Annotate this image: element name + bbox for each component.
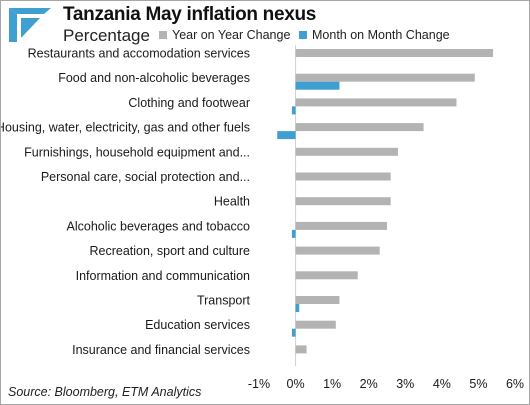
source-note: Source: Bloomberg, ETM Analytics bbox=[8, 385, 202, 399]
bar-year-on-year bbox=[295, 246, 380, 255]
category-label: Education services bbox=[145, 318, 250, 332]
category-label: Insurance and financial services bbox=[72, 343, 250, 357]
category-label: Transport bbox=[197, 294, 251, 308]
legend-swatch-month-on-month bbox=[299, 31, 307, 39]
x-tick-label: 5% bbox=[469, 377, 487, 391]
bar-year-on-year bbox=[295, 197, 391, 206]
legend-item-year-on-year: Year on Year Change bbox=[159, 28, 290, 42]
chart-title: Tanzania May inflation nexus bbox=[63, 4, 317, 25]
bar-month-on-month bbox=[295, 81, 340, 90]
x-tick-label: 1% bbox=[323, 377, 341, 391]
x-tick-label: 2% bbox=[360, 377, 378, 391]
category-label: Restaurants and accomodation services bbox=[28, 47, 250, 61]
category-label: Health bbox=[214, 195, 250, 209]
legend-swatch-year-on-year bbox=[159, 31, 167, 39]
bar-year-on-year bbox=[295, 147, 398, 156]
bar-year-on-year bbox=[295, 221, 387, 230]
category-label: Housing, water, electricity, gas and oth… bbox=[1, 121, 250, 135]
bar-month-on-month bbox=[291, 229, 296, 238]
etm-logo-icon bbox=[9, 8, 51, 42]
category-label: Personal care, social protection and... bbox=[41, 170, 250, 184]
x-tick-label: 6% bbox=[506, 377, 524, 391]
bar-year-on-year bbox=[295, 73, 475, 82]
category-label: Food and non-alcoholic beverages bbox=[58, 71, 250, 85]
bar-year-on-year bbox=[295, 98, 457, 107]
bar-year-on-year bbox=[295, 123, 424, 132]
x-tick-label: 0% bbox=[287, 377, 305, 391]
legend-label-year-on-year: Year on Year Change bbox=[172, 28, 291, 42]
category-label: Alcoholic beverages and tobacco bbox=[67, 219, 251, 233]
legend-label-month-on-month: Month on Month Change bbox=[312, 28, 450, 42]
bar-month-on-month bbox=[295, 304, 300, 312]
x-tick-label: 4% bbox=[433, 377, 451, 391]
bar-year-on-year bbox=[295, 296, 340, 304]
bar-month-on-month bbox=[277, 131, 296, 140]
category-label: Recreation, sport and culture bbox=[89, 244, 250, 258]
bar-year-on-year bbox=[295, 271, 358, 280]
category-label: Information and communication bbox=[76, 269, 250, 283]
bar-year-on-year bbox=[295, 345, 307, 354]
x-tick-label: -1% bbox=[248, 377, 270, 391]
category-label: Furnishings, household equipment and... bbox=[24, 145, 250, 159]
category-label: Clothing and footwear bbox=[128, 96, 250, 110]
bar-year-on-year bbox=[295, 320, 336, 329]
bar-month-on-month bbox=[291, 328, 296, 337]
bar-month-on-month bbox=[291, 106, 296, 115]
bar-year-on-year bbox=[295, 172, 391, 181]
chart-subtitle: Percentage bbox=[63, 26, 150, 45]
bar-year-on-year bbox=[295, 49, 494, 57]
legend-item-month-on-month: Month on Month Change bbox=[299, 28, 450, 42]
x-tick-label: 3% bbox=[396, 377, 414, 391]
